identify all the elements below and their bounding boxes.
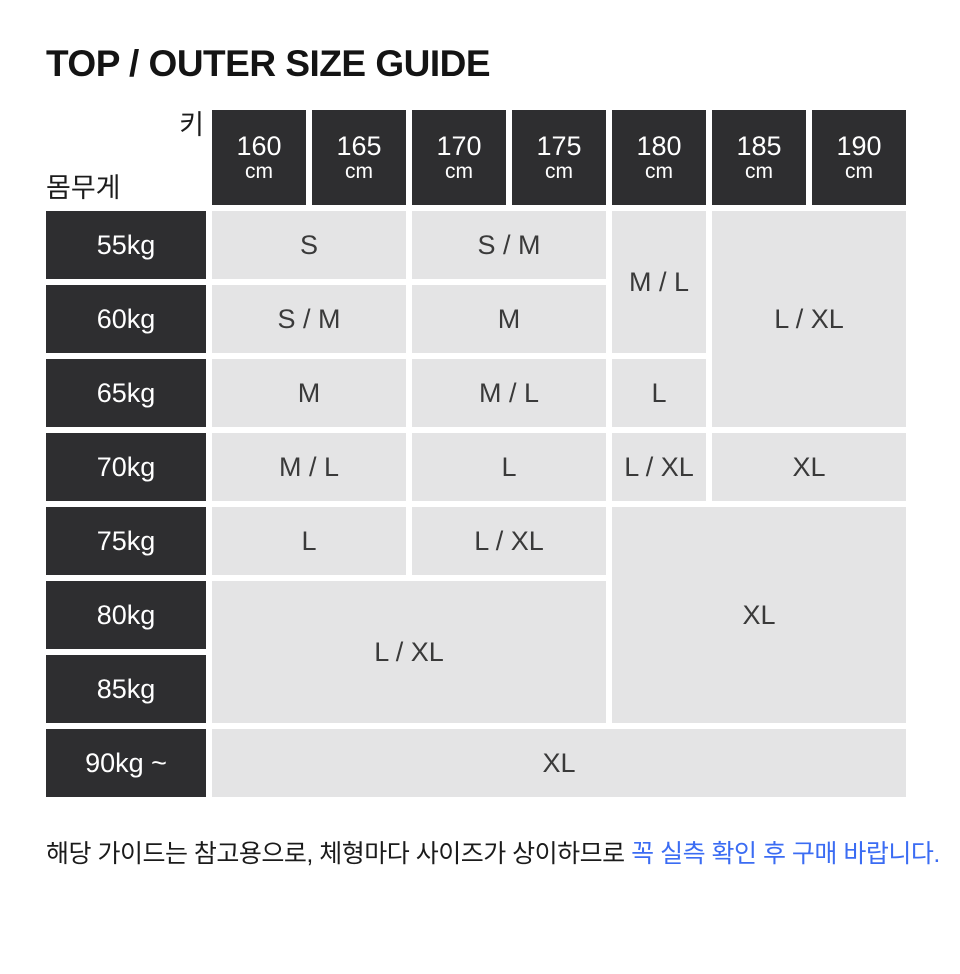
height-header-170: 170 cm [412, 110, 506, 205]
height-header-190: 190 cm [812, 110, 906, 205]
size-cell: L / XL [212, 581, 606, 723]
size-guide-table: 키 몸무게 160 cm 165 cm 170 cm 175 cm 180 cm 185 cm 190 cm … [40, 104, 912, 803]
table-row: 80kg L / XL [46, 581, 906, 723]
size-cell: XL [612, 507, 906, 723]
height-unit: cm [345, 160, 373, 183]
size-cell: M / L [612, 211, 706, 353]
size-cell: L [612, 359, 706, 427]
size-cell: M [412, 285, 606, 353]
size-guide-page: TOP / OUTER SIZE GUIDE 키 몸무게 160 cm 165 cm 170… [0, 44, 960, 870]
size-cell: M / L [212, 433, 406, 501]
height-unit: cm [445, 160, 473, 183]
weight-cell: 80kg [46, 581, 206, 649]
height-value: 170 [436, 131, 482, 161]
height-value: 190 [836, 131, 882, 161]
size-cell: L / XL [412, 507, 606, 575]
corner-weight-label: 몸무게 [46, 173, 121, 203]
height-unit: cm [245, 160, 273, 183]
height-value: 175 [536, 131, 582, 161]
size-cell: L / XL [712, 211, 906, 427]
height-value: 165 [336, 131, 382, 161]
height-value: 160 [236, 131, 282, 161]
weight-cell: 70kg [46, 433, 206, 501]
weight-cell: 90kg ~ [46, 729, 206, 797]
size-note: 해당 가이드는 참고용으로, 체형마다 사이즈가 상이하므로 꼭 실측 확인 후… [46, 838, 960, 870]
table-row: 85kg [46, 655, 906, 723]
corner-height-label: 키 [179, 110, 204, 140]
size-cell: S [212, 211, 406, 279]
size-cell: S / M [212, 285, 406, 353]
height-unit: cm [745, 160, 773, 183]
height-unit: cm [845, 160, 873, 183]
size-cell: L [212, 507, 406, 575]
weight-cell: 60kg [46, 285, 206, 353]
height-value: 180 [636, 131, 682, 161]
size-cell: L [412, 433, 606, 501]
size-cell: S / M [412, 211, 606, 279]
height-header-180: 180 cm [612, 110, 706, 205]
height-unit: cm [545, 160, 573, 183]
weight-cell: 55kg [46, 211, 206, 279]
weight-cell: 75kg [46, 507, 206, 575]
note-normal-text: 해당 가이드는 참고용으로, 체형마다 사이즈가 상이하므로 [46, 840, 632, 868]
weight-cell: 85kg [46, 655, 206, 723]
height-unit: cm [645, 160, 673, 183]
height-header-175: 175 cm [512, 110, 606, 205]
table-row: 90kg ~ XL [46, 729, 906, 797]
size-cell: M [212, 359, 406, 427]
height-header-165: 165 cm [312, 110, 406, 205]
size-cell: XL [712, 433, 906, 501]
size-cell: XL [212, 729, 906, 797]
note-highlight-text: 꼭 실측 확인 후 구매 바랍니다. [631, 840, 940, 868]
page-title: TOP / OUTER SIZE GUIDE [46, 43, 491, 84]
size-cell: M / L [412, 359, 606, 427]
table-row: 75kg L L / XL XL [46, 507, 906, 723]
height-header-185: 185 cm [712, 110, 806, 205]
weight-cell: 65kg [46, 359, 206, 427]
height-value: 185 [736, 131, 782, 161]
size-cell: L / XL [612, 433, 706, 501]
height-header-160: 160 cm [212, 110, 306, 205]
table-header: 키 몸무게 160 cm 165 cm 170 cm 175 cm 180 cm 185 cm 190 cm [46, 110, 906, 205]
header-row: 키 몸무게 160 cm 165 cm 170 cm 175 cm 180 cm 185 cm 190 cm [46, 110, 906, 205]
